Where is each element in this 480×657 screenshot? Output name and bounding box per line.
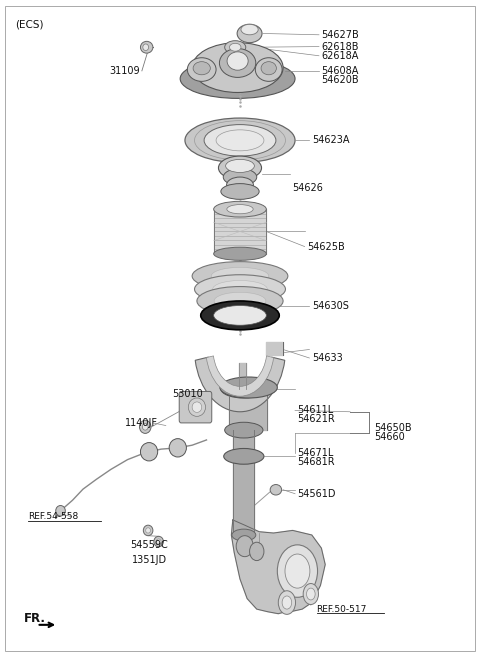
Ellipse shape xyxy=(188,398,205,417)
Ellipse shape xyxy=(180,59,295,99)
Wedge shape xyxy=(195,357,285,412)
Ellipse shape xyxy=(192,43,283,93)
Ellipse shape xyxy=(143,44,149,51)
Ellipse shape xyxy=(185,118,295,163)
Ellipse shape xyxy=(277,545,318,597)
Ellipse shape xyxy=(236,535,253,556)
Text: 62618B: 62618B xyxy=(322,41,359,52)
Ellipse shape xyxy=(187,58,216,81)
Ellipse shape xyxy=(229,43,241,51)
Ellipse shape xyxy=(193,62,210,75)
Ellipse shape xyxy=(282,596,292,609)
Ellipse shape xyxy=(146,528,151,533)
Ellipse shape xyxy=(237,24,262,43)
Ellipse shape xyxy=(221,380,267,398)
Text: 1351JD: 1351JD xyxy=(132,555,167,564)
Ellipse shape xyxy=(211,267,269,284)
Ellipse shape xyxy=(141,443,157,461)
Ellipse shape xyxy=(241,24,258,35)
Ellipse shape xyxy=(197,286,283,315)
Ellipse shape xyxy=(227,177,253,193)
Ellipse shape xyxy=(213,281,267,298)
Ellipse shape xyxy=(143,424,148,430)
Ellipse shape xyxy=(261,62,276,75)
Text: 54627B: 54627B xyxy=(322,30,359,40)
Ellipse shape xyxy=(214,292,266,309)
Text: 53010: 53010 xyxy=(172,390,203,399)
Ellipse shape xyxy=(225,41,246,54)
Ellipse shape xyxy=(156,539,161,544)
Text: 54611L: 54611L xyxy=(298,405,334,415)
Text: 54625B: 54625B xyxy=(307,242,345,252)
Ellipse shape xyxy=(144,525,153,535)
Text: 54633: 54633 xyxy=(312,353,343,363)
Ellipse shape xyxy=(192,261,288,290)
Ellipse shape xyxy=(227,52,248,70)
Ellipse shape xyxy=(214,306,266,325)
Ellipse shape xyxy=(227,204,253,214)
Ellipse shape xyxy=(219,49,256,78)
Ellipse shape xyxy=(216,130,264,151)
Text: REF.54-558: REF.54-558 xyxy=(28,512,79,521)
Ellipse shape xyxy=(194,275,286,304)
Ellipse shape xyxy=(270,484,282,495)
Wedge shape xyxy=(206,356,274,396)
Text: 54660: 54660 xyxy=(374,432,405,442)
Ellipse shape xyxy=(223,169,257,185)
Text: 54626: 54626 xyxy=(293,183,324,193)
Ellipse shape xyxy=(140,420,151,434)
Text: 54630S: 54630S xyxy=(312,300,348,311)
Polygon shape xyxy=(231,520,325,614)
Ellipse shape xyxy=(224,449,264,464)
Ellipse shape xyxy=(307,588,315,600)
Text: 54621R: 54621R xyxy=(298,414,335,424)
Ellipse shape xyxy=(56,505,65,516)
Text: (ECS): (ECS) xyxy=(15,19,44,29)
Ellipse shape xyxy=(192,402,202,413)
Ellipse shape xyxy=(278,591,296,614)
Ellipse shape xyxy=(221,183,259,199)
Text: 54620B: 54620B xyxy=(322,75,359,85)
Ellipse shape xyxy=(214,247,266,260)
Text: 54671L: 54671L xyxy=(298,448,334,458)
Text: 31109: 31109 xyxy=(109,66,140,76)
Text: 54561D: 54561D xyxy=(298,489,336,499)
Ellipse shape xyxy=(154,536,163,547)
Ellipse shape xyxy=(225,422,263,438)
Ellipse shape xyxy=(285,554,310,588)
Text: 54623A: 54623A xyxy=(312,135,349,145)
Ellipse shape xyxy=(201,301,279,330)
FancyBboxPatch shape xyxy=(179,392,212,423)
Ellipse shape xyxy=(214,201,266,217)
Ellipse shape xyxy=(303,583,319,604)
Text: FR.: FR. xyxy=(24,612,46,625)
Text: 54608A: 54608A xyxy=(322,66,359,76)
Ellipse shape xyxy=(204,125,276,156)
Ellipse shape xyxy=(250,542,264,560)
Ellipse shape xyxy=(218,156,262,179)
Ellipse shape xyxy=(226,160,254,173)
Text: 54559C: 54559C xyxy=(130,539,168,550)
Ellipse shape xyxy=(169,439,186,457)
Text: 54650B: 54650B xyxy=(374,423,412,433)
Ellipse shape xyxy=(255,58,282,81)
Ellipse shape xyxy=(220,377,277,398)
Text: 54681R: 54681R xyxy=(298,457,335,466)
Text: REF.50-517: REF.50-517 xyxy=(317,604,367,614)
Ellipse shape xyxy=(232,529,256,541)
Ellipse shape xyxy=(141,41,153,53)
Text: 62618A: 62618A xyxy=(322,51,359,60)
Text: 1140JF: 1140JF xyxy=(125,418,158,428)
